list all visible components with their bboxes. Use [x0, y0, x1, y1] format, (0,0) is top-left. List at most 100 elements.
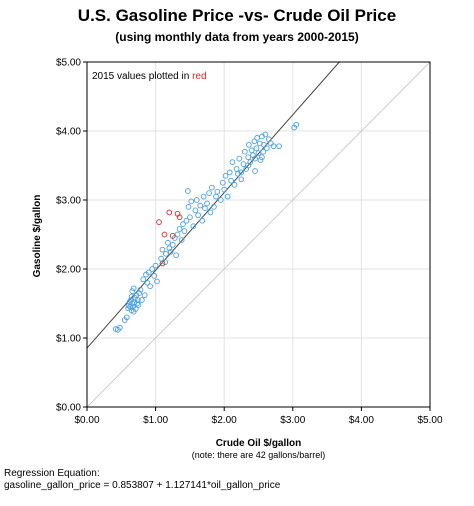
data-point: [228, 177, 234, 184]
data-point-2015: [176, 214, 183, 221]
data-point: [173, 252, 180, 259]
data-point: [240, 161, 247, 167]
data-point: [159, 246, 166, 253]
data-point: [187, 214, 193, 221]
x-tick-label: $4.00: [349, 415, 374, 426]
y-tick-label: $3.00: [56, 196, 81, 207]
data-point: [163, 250, 169, 257]
data-point: [162, 259, 169, 265]
data-point: [213, 193, 219, 200]
data-point: [252, 168, 258, 174]
data-point: [145, 269, 152, 276]
data-point: [226, 169, 233, 176]
reference-line: [86, 61, 431, 408]
data-point: [248, 147, 255, 154]
annotation-note: 2015 values plotted in red: [92, 71, 207, 82]
data-point: [219, 179, 226, 186]
data-point: [147, 283, 153, 290]
data-point: [209, 184, 215, 191]
data-point: [178, 237, 185, 243]
y-tick-label: $5.00: [56, 58, 81, 69]
plot-frame: [86, 61, 431, 408]
data-point: [262, 131, 269, 138]
x-axis-note: (note: there are 42 gallons/barrel): [192, 450, 326, 460]
data-point: [236, 155, 243, 162]
data-point-2015: [169, 233, 176, 239]
data-point: [152, 262, 159, 269]
data-point: [174, 231, 181, 238]
data-point: [180, 221, 186, 228]
data-point-2015: [156, 219, 162, 225]
data-point: [238, 176, 245, 183]
data-point: [190, 223, 197, 230]
y-axis-label: Gasoline $/gallon: [32, 195, 43, 278]
x-tick-label: $0.00: [74, 415, 99, 426]
data-point: [199, 217, 206, 224]
data-point: [176, 226, 183, 232]
data-point: [117, 324, 123, 331]
data-point: [192, 207, 199, 214]
x-tick-label: $1.00: [143, 415, 168, 426]
data-point: [245, 162, 252, 169]
y-tick-label: $4.00: [56, 127, 81, 138]
data-point: [245, 154, 252, 161]
data-point: [259, 154, 265, 161]
x-tick-label: $5.00: [417, 415, 442, 426]
y-tick-label: $0.00: [56, 403, 81, 414]
data-point-2015: [159, 260, 166, 267]
data-point: [270, 143, 277, 150]
regression-label: Regression Equation:: [4, 468, 100, 479]
data-point: [197, 202, 204, 209]
data-point: [165, 239, 171, 246]
chart-subtitle: (using monthly data from years 2000-2015…: [115, 30, 359, 44]
data-point: [132, 306, 139, 312]
x-tick-label: $2.00: [212, 415, 237, 426]
data-point: [222, 173, 229, 179]
data-point: [134, 300, 140, 307]
data-point: [252, 155, 258, 162]
data-point: [204, 200, 210, 207]
data-point: [195, 212, 201, 219]
data-point: [260, 148, 267, 155]
data-point: [233, 166, 240, 172]
data-point: [221, 186, 228, 193]
data-point: [246, 141, 252, 148]
data-point: [229, 159, 236, 165]
y-axis-ticks: $0.00 $1.00 $2.00 $3.00 $4.00 $5.00: [56, 58, 87, 414]
data-point: [251, 138, 258, 145]
data-point: [136, 290, 142, 297]
x-tick-label: $3.00: [280, 415, 305, 426]
data-point: [206, 190, 212, 196]
data-point: [231, 181, 238, 188]
annotation-prefix: 2015 values plotted in: [92, 71, 192, 82]
data-points: [112, 121, 300, 333]
data-point: [137, 286, 144, 293]
data-point: [276, 143, 282, 150]
data-point: [135, 302, 142, 308]
data-point-2015: [166, 209, 173, 216]
data-point: [293, 121, 300, 128]
data-point: [267, 140, 274, 147]
annotation-highlight: red: [192, 71, 206, 82]
data-point: [214, 188, 221, 195]
data-point: [167, 248, 174, 255]
data-point-2015: [161, 231, 168, 238]
data-point: [238, 169, 245, 176]
data-point: [257, 157, 264, 163]
data-point: [139, 297, 145, 303]
regression-equation: Regression Equation: gasoline_gallon_pri…: [4, 468, 280, 492]
data-point: [254, 135, 260, 141]
data-point: [169, 242, 176, 248]
data-point: [224, 193, 231, 200]
data-point: [181, 228, 188, 234]
regression-formula: gasoline_gallon_price = 0.853807 + 1.127…: [4, 480, 281, 491]
data-point: [235, 170, 241, 177]
data-point: [241, 148, 248, 155]
data-point: [263, 145, 270, 152]
x-axis-label: Crude Oil $/gallon: [216, 438, 302, 449]
data-point: [149, 266, 156, 272]
data-point: [183, 217, 190, 224]
y-tick-label: $2.00: [56, 265, 81, 276]
data-point: [200, 193, 207, 200]
